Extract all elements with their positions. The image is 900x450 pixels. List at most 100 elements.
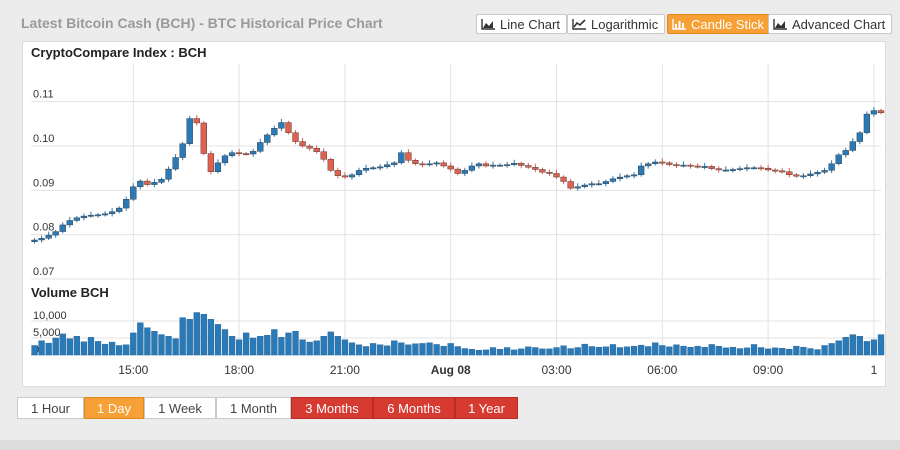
volume-bar (630, 345, 638, 356)
candle-body (101, 213, 109, 216)
volume-bar (285, 332, 292, 356)
x-tick-label: 09:00 (753, 363, 783, 377)
candle-body (186, 118, 193, 144)
candle-stick-label: Candle Stick (691, 16, 764, 32)
volume-bar (482, 349, 490, 356)
candle-body (123, 199, 130, 209)
range-1-day-button[interactable]: 1 Day (84, 397, 144, 419)
candle-body (369, 167, 377, 170)
candle-body (73, 217, 80, 221)
volume-bar (525, 346, 532, 356)
line-chart-label: Line Chart (500, 16, 560, 32)
candle-body (616, 176, 624, 180)
volume-bar (369, 343, 377, 356)
candle-body (384, 164, 391, 168)
candle-body (292, 132, 299, 142)
volume-bar (722, 347, 729, 356)
volume-bar (581, 343, 588, 356)
volume-bar (659, 345, 666, 356)
candle-body (419, 163, 426, 166)
chart-area: CryptoCompare Index : BCH Volume BCH 15:00… (22, 41, 886, 387)
candle-body (673, 164, 680, 167)
x-tick-label: 15:00 (118, 363, 148, 377)
volume-bar (101, 343, 109, 356)
candle-body (299, 141, 306, 147)
volume-bar (539, 348, 546, 356)
volume-bar (440, 345, 447, 356)
volume-bar (468, 349, 475, 356)
volume-bar (511, 349, 518, 356)
volume-bar (842, 337, 849, 356)
candle-body (638, 165, 645, 176)
volume-bar (447, 343, 454, 356)
range-1-week-button[interactable]: 1 Week (144, 397, 216, 419)
volume-bar (638, 344, 645, 356)
candle-body (602, 181, 610, 184)
candle-body (264, 134, 271, 143)
candle-body (835, 154, 842, 164)
candle-body (722, 169, 729, 172)
candle-stick-button[interactable]: Candle Stick (667, 14, 771, 34)
range-1-month-button[interactable]: 1 Month (216, 397, 291, 419)
volume-bar (151, 331, 158, 356)
candle-body (856, 132, 863, 142)
volume-bar (504, 347, 511, 356)
candle-body (496, 164, 504, 167)
volume-bar (214, 324, 222, 356)
candle-body (870, 110, 878, 115)
volume-bar (80, 341, 88, 356)
candle-body (405, 152, 412, 161)
volume-bar (278, 337, 285, 356)
volume-bar (52, 337, 59, 356)
volume-bar (454, 346, 461, 356)
candle-body (588, 183, 595, 186)
candle-body (687, 164, 694, 167)
volume-bar (757, 347, 765, 356)
page-title: Latest Bitcoin Cash (BCH) - BTC Historic… (21, 15, 383, 31)
candle-body (412, 159, 419, 164)
volume-bar (341, 339, 349, 356)
candle-body (377, 166, 384, 169)
candle-body (243, 153, 250, 155)
volume-bar (235, 339, 243, 356)
candle-body (66, 220, 73, 226)
x-tick-label: 03:00 (542, 363, 572, 377)
bar-chart-icon (672, 19, 686, 30)
candle-body (489, 164, 497, 167)
candle-body (38, 238, 45, 241)
range-6-months-button[interactable]: 6 Months (373, 397, 455, 419)
candle-body (659, 161, 666, 164)
candle-body (863, 113, 871, 133)
price-tick-label: 0.11 (33, 89, 54, 101)
advanced-chart-button[interactable]: Advanced Chart (768, 14, 893, 34)
price-volume-chart: CryptoCompare Index : BCH Volume BCH 15:00… (31, 45, 885, 377)
candle-body (560, 176, 567, 182)
candle-body (228, 152, 236, 156)
candle-body (214, 162, 222, 172)
volume-bar (807, 348, 814, 356)
range-1-year-button[interactable]: 1 Year (455, 397, 518, 419)
volume-bar (800, 346, 807, 356)
range-1-hour-button[interactable]: 1 Hour (17, 397, 84, 419)
volume-bar (475, 350, 483, 356)
volume-bar (736, 348, 744, 356)
candle-body (362, 167, 370, 171)
logarithmic-button[interactable]: Logarithmic (567, 14, 666, 34)
volume-bar (602, 346, 610, 356)
range-3-months-button[interactable]: 3 Months (291, 397, 373, 419)
volume-bar (200, 314, 207, 356)
x-tick-label: 21:00 (330, 363, 360, 377)
candle-body (765, 167, 772, 171)
volume-bar (729, 346, 736, 356)
volume-bar (786, 349, 793, 356)
volume-bar (362, 346, 370, 356)
volume-bar (496, 349, 504, 356)
volume-bar (116, 345, 123, 356)
volume-bar (532, 347, 539, 356)
volume-bar (179, 317, 186, 356)
area-chart-icon (481, 19, 495, 30)
line-chart-button[interactable]: Line Chart (476, 14, 567, 34)
volume-bar (616, 347, 624, 356)
candle-body (475, 163, 483, 167)
line-chart-icon (572, 19, 586, 30)
